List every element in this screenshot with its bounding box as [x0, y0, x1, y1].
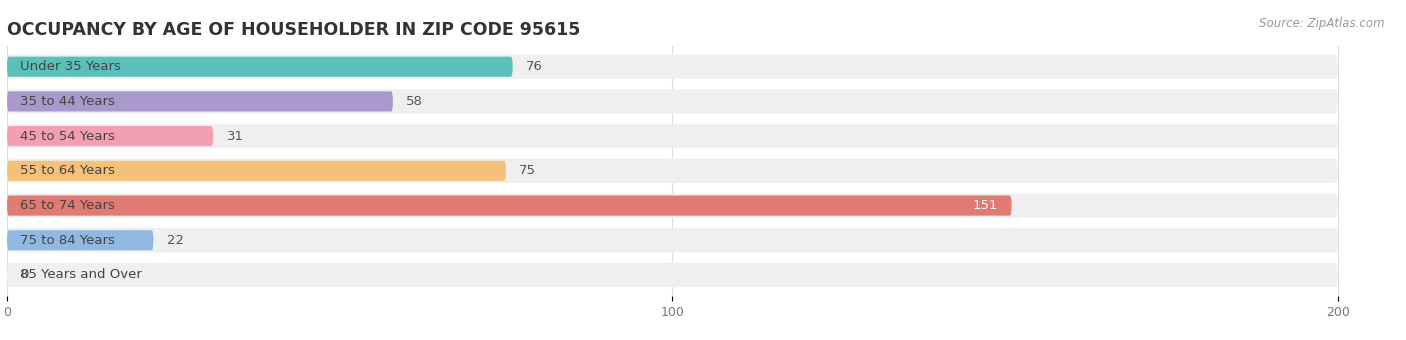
FancyBboxPatch shape — [7, 91, 392, 112]
Text: 55 to 64 Years: 55 to 64 Years — [20, 164, 115, 177]
FancyBboxPatch shape — [7, 228, 1337, 252]
Text: 0: 0 — [20, 269, 28, 282]
Text: 65 to 74 Years: 65 to 74 Years — [20, 199, 115, 212]
FancyBboxPatch shape — [7, 193, 1337, 218]
Text: 151: 151 — [973, 199, 998, 212]
Text: Source: ZipAtlas.com: Source: ZipAtlas.com — [1260, 17, 1385, 30]
FancyBboxPatch shape — [7, 263, 1337, 287]
FancyBboxPatch shape — [7, 161, 506, 181]
FancyBboxPatch shape — [7, 89, 1337, 114]
FancyBboxPatch shape — [7, 124, 1337, 148]
Text: 22: 22 — [167, 234, 184, 247]
FancyBboxPatch shape — [7, 230, 153, 250]
Text: 85 Years and Over: 85 Years and Over — [20, 269, 142, 282]
Text: Under 35 Years: Under 35 Years — [20, 60, 121, 73]
Text: 75: 75 — [519, 164, 536, 177]
Text: 45 to 54 Years: 45 to 54 Years — [20, 130, 115, 143]
FancyBboxPatch shape — [7, 159, 1337, 183]
Text: 31: 31 — [226, 130, 243, 143]
Text: 76: 76 — [526, 60, 543, 73]
Text: 58: 58 — [406, 95, 423, 108]
FancyBboxPatch shape — [7, 55, 1337, 79]
Text: OCCUPANCY BY AGE OF HOUSEHOLDER IN ZIP CODE 95615: OCCUPANCY BY AGE OF HOUSEHOLDER IN ZIP C… — [7, 21, 581, 39]
FancyBboxPatch shape — [7, 195, 1011, 216]
Text: 35 to 44 Years: 35 to 44 Years — [20, 95, 115, 108]
FancyBboxPatch shape — [7, 126, 214, 146]
Text: 75 to 84 Years: 75 to 84 Years — [20, 234, 115, 247]
FancyBboxPatch shape — [7, 57, 513, 77]
